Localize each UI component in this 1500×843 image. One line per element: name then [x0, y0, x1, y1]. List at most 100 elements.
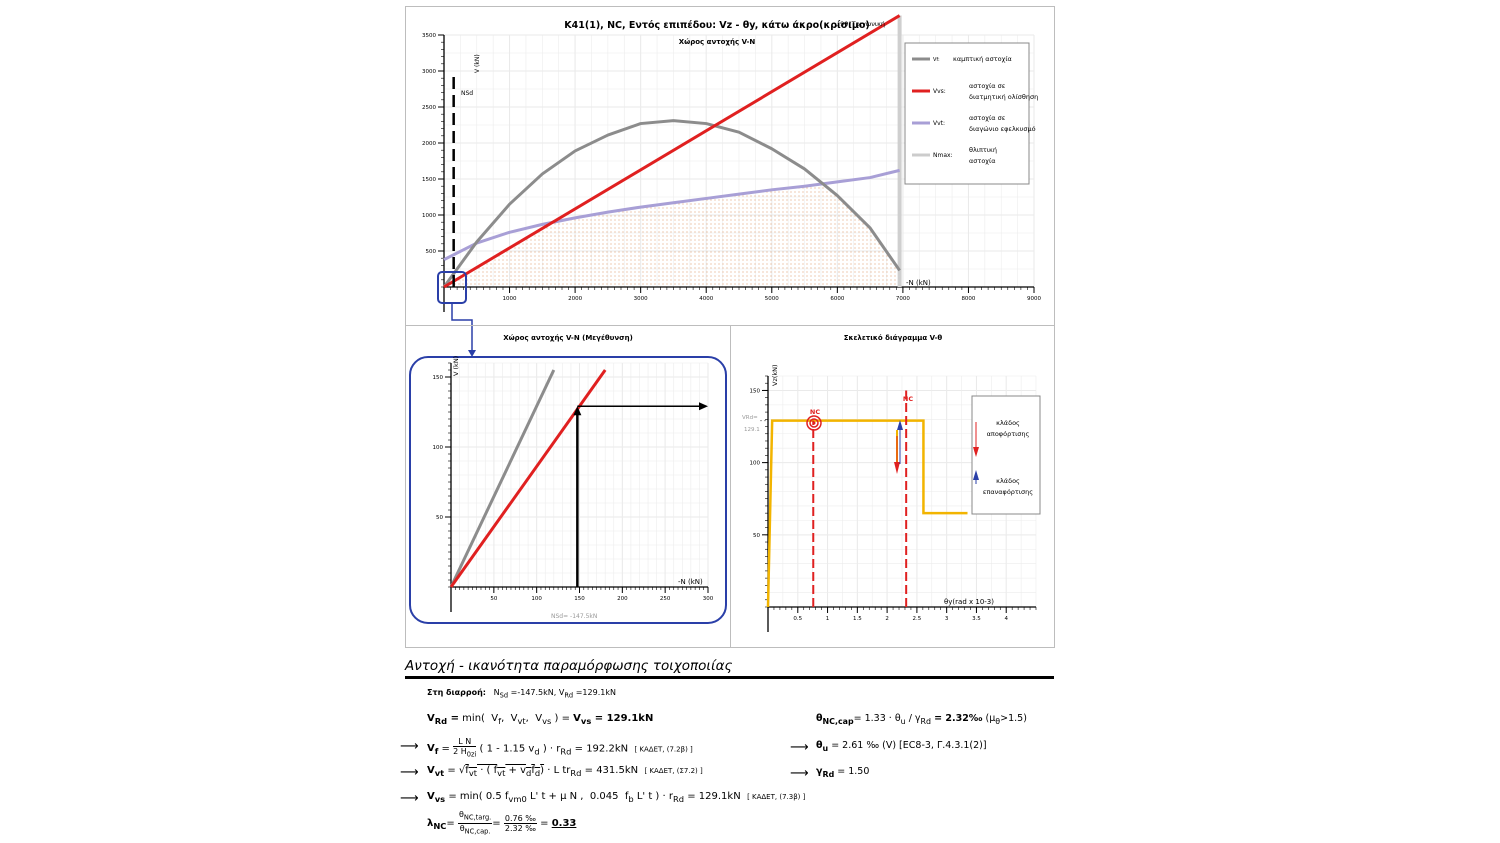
legend-reload-text1: κλάδος: [996, 477, 1020, 485]
x-tick-label: 3: [945, 616, 949, 622]
skeleton-x-axis-label: θy(rad x 10-3): [944, 598, 994, 606]
x-tick-label: 1.5: [853, 616, 862, 622]
vvs-ref: [ ΚΑΔΕΤ, (7.3β) ]: [747, 793, 806, 801]
target-icon: [806, 415, 822, 431]
x-tick-label: 2000: [568, 296, 582, 302]
theta-cap-formula: θNC,cap= 1.33 · θu / γRd = 2.32‰ (μθ>1.5…: [816, 713, 1027, 726]
x-tick-label: 3000: [634, 296, 648, 302]
y-tick-label: 2000: [422, 141, 436, 147]
x-tick-label: 100: [531, 596, 542, 602]
vf-ref: [ ΚΑΔΕΤ, (7.2β) ]: [634, 745, 693, 754]
x-tick-label: 200: [617, 596, 628, 602]
vf-result: ) · r: [542, 743, 561, 755]
legend-text: θλιπτική: [969, 146, 997, 154]
safe-region: [444, 184, 900, 287]
yield-label: Στη διαρροή:: [427, 688, 487, 697]
x-tick-label: 3.5: [972, 616, 981, 622]
x-tick-label: 250: [660, 596, 671, 602]
section-title: Αντοχή - ικανότητα παραμόρφωσης τοιχοποι…: [405, 658, 733, 674]
theta-cap-expr2: / γ: [908, 713, 921, 724]
x-tick-label: 0.5: [793, 616, 802, 622]
x-tick-label: 150: [574, 596, 585, 602]
legend-key: Nmax:: [933, 152, 953, 159]
vvt-value: = 431.5kN: [584, 765, 639, 776]
zoom-nsd-label: NSd= -147.5kN: [551, 613, 597, 620]
legend-reload-text2: επαναφόρτισης: [983, 488, 1033, 496]
main-legend: Vf: καμπτική αστοχία Vvs: αστοχία σε διατμητ…: [904, 42, 1038, 185]
main-chart-title: K41(1), NC, Εντός επιπέδου: Vz - θy, κάτ…: [564, 20, 869, 31]
vrd-result: = 129.1kN: [594, 713, 654, 724]
vf-value: = 192.2kN: [574, 743, 629, 755]
legend-unload-text1: κλάδος: [996, 419, 1020, 427]
theta-cap-cond: (μ: [985, 713, 996, 724]
main-chart: 1000 2000 3000 4000 5000 6000 7000 8000 9000 500 1…: [422, 14, 1041, 326]
x-tick-label: 50: [490, 596, 497, 602]
section-divider: [405, 676, 1054, 679]
y-tick-label: 100: [750, 461, 761, 467]
vvt-formula: Vvt = √fvt · ( fvt + vdfd) · L trRd = 43…: [427, 765, 703, 778]
x-tick-label: 2: [885, 616, 889, 622]
lambda-num: 0.76 ‰: [503, 813, 537, 824]
skeleton-chart-panel: Σκελετικό διάγραμμα V-θ 0.5 1 1.5 2 2.5 3 3.5 4…: [730, 325, 1055, 648]
y-tick-label: 50: [753, 533, 760, 539]
zoom-arrow-icon: [468, 350, 476, 357]
y-tick-label: 150: [433, 375, 444, 381]
x-tick-label: 9000: [1027, 296, 1041, 302]
main-chart-subtitle: Χώρος αντοχής V-N: [679, 38, 756, 46]
legend-reload-icon: [973, 470, 979, 480]
theta-cap-expr: = 1.33 · θ: [853, 713, 901, 724]
y-tick-label: 1500: [422, 177, 436, 183]
legend-key: Vvt:: [933, 120, 945, 127]
vrd-label: VRd=: [742, 415, 758, 421]
main-chart-title-note: , 90°Τριγωνική: [836, 20, 885, 28]
yield-values2: =129.1kN: [575, 688, 616, 697]
gamma-rd-formula: γRd = 1.50: [816, 766, 870, 779]
zoom-frame: [409, 356, 727, 624]
legend-text: διατμητική ολίσθηση: [969, 93, 1038, 101]
y-tick-label: 150: [750, 388, 761, 394]
legend-text: αστοχία: [969, 157, 996, 165]
legend-text: διαγώνιο εφελκυσμό: [969, 125, 1036, 133]
x-tick-label: 8000: [961, 296, 975, 302]
theta-u-formula: θu = 2.61 ‰ (V) [EC8-3, Γ.4.3.1(2)]: [816, 740, 987, 753]
theta-u-value: = 2.61 ‰ (V) [EC8-3, Γ.4.3.1(2)]: [831, 740, 987, 751]
legend-text: αστοχία σε: [969, 82, 1006, 90]
vvs-line: [443, 14, 901, 289]
legend-text: καμπτική αστοχία: [953, 55, 1012, 63]
nsd-arrow-right-icon: [699, 402, 708, 411]
main-nsd-label: NSd: [461, 90, 473, 97]
theta-u-arrow-icon: ⟶: [790, 740, 809, 755]
nc-label: NC: [903, 395, 913, 403]
zoom-chart-panel: Χώρος αντοχής V-N (Μεγέθυνση) 50 100 150 20…: [405, 325, 732, 648]
theta-cap-cond2: >1.5): [1000, 713, 1027, 724]
theta-cap-value: = 2.32‰: [934, 713, 983, 724]
main-x-axis-label: -N (kN): [906, 279, 931, 287]
y-tick-label: 1000: [422, 213, 436, 219]
y-tick-label: 100: [433, 445, 444, 451]
gamma-rd-arrow-icon: ⟶: [790, 766, 809, 781]
skeleton-chart-title: Σκελετικό διάγραμμα V-θ: [844, 334, 943, 342]
zoom-chart: Χώρος αντοχής V-N (Μεγέθυνση) 50 100 150 20…: [409, 326, 727, 624]
x-tick-label: 1000: [503, 296, 517, 302]
skeleton-chart: Σκελετικό διάγραμμα V-θ 0.5 1 1.5 2 2.5 3 3.5 4…: [742, 334, 1041, 632]
vvs-formula: Vvs = min( 0.5 fvm0 L' t + μ N , 0.045 f…: [427, 791, 806, 804]
y-tick-label: 500: [426, 249, 437, 255]
zoom-x-axis-label: -N (kN): [678, 578, 703, 586]
legend-key: Vf:: [933, 57, 940, 63]
lambda-formula: λNC= θNC,targ. θNC,cap.= 0.76 ‰ 2.32 ‰ = 0…: [427, 810, 577, 836]
legend-unload-icon: [973, 447, 979, 457]
x-tick-label: 4000: [699, 296, 713, 302]
vvt-arrow-icon: ⟶: [400, 765, 419, 780]
gamma-rd-value: = 1.50: [837, 766, 870, 777]
zoom-vf-line: [449, 369, 556, 588]
vvs-arrow-icon: ⟶: [400, 791, 419, 806]
x-tick-label: 300: [703, 596, 714, 602]
nc-cap-label: NC: [810, 408, 820, 416]
x-tick-label: 2.5: [913, 616, 922, 622]
zoom-chart-title: Χώρος αντοχής V-N (Μεγέθυνση): [503, 334, 633, 342]
zoom-y-axis-label: V (kN): [452, 356, 460, 376]
skeleton-line: [766, 419, 968, 608]
vrd-formula: VRd = min( Vf, Vvt, Vvs ) = Vvs = 129.1k…: [427, 713, 654, 726]
y-tick-label: 3500: [422, 33, 436, 39]
skeleton-y-axis-label: Vz(kN): [771, 364, 779, 386]
